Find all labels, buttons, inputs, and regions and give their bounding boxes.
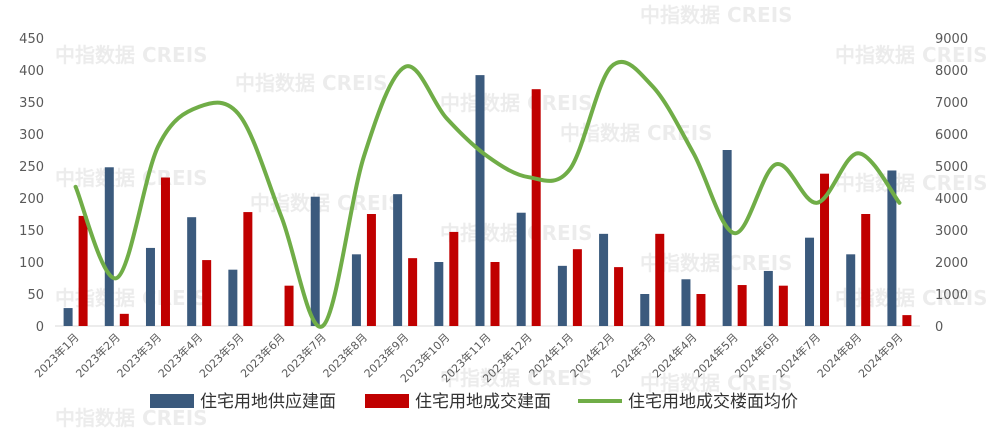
transaction-bar [820, 173, 830, 326]
left-tick-label: 250 [19, 160, 44, 175]
legend-label: 住宅用地成交楼面均价 [628, 392, 798, 412]
transaction-bar [243, 212, 253, 326]
legend-swatch [365, 394, 409, 408]
supply-bar [763, 270, 773, 326]
legend: 住宅用地供应建面 住宅用地成交建面 住宅用地成交楼面均价 [150, 392, 798, 412]
supply-bar [681, 279, 691, 326]
supply-bar [228, 269, 238, 326]
right-tick-label: 4000 [935, 192, 968, 207]
watermark-text: 中指数据 CREIS [440, 91, 593, 115]
transaction-bar [614, 267, 624, 326]
left-tick-label: 50 [27, 288, 44, 303]
transaction-bar [737, 285, 747, 326]
left-tick-label: 0 [36, 320, 44, 335]
supply-bar [63, 308, 73, 326]
left-tick-label: 200 [19, 192, 44, 207]
avg-price-line [73, 59, 902, 329]
legend-label: 住宅用地供应建面 [200, 392, 336, 412]
transaction-bar [449, 231, 459, 326]
watermark-text: 中指数据 CREIS [55, 166, 208, 190]
legend-item: 住宅用地成交楼面均价 [578, 392, 798, 412]
left-tick-label: 400 [19, 64, 44, 79]
transaction-bar [572, 249, 582, 326]
supply-bar [805, 237, 815, 326]
watermark-text: 中指数据 CREIS [55, 286, 208, 310]
transaction-bar [861, 214, 871, 326]
right-tick-label: 5000 [935, 160, 968, 175]
transaction-bar [284, 285, 294, 326]
supply-bar [599, 233, 609, 326]
transaction-bar [902, 315, 912, 326]
watermark-text: 中指数据 CREIS [440, 221, 593, 245]
legend-item: 住宅用地成交建面 [365, 392, 551, 412]
right-tick-label: 8000 [935, 64, 968, 79]
left-tick-label: 350 [19, 96, 44, 111]
right-tick-label: 9000 [935, 32, 968, 47]
watermark-text: 中指数据 CREIS [640, 371, 793, 395]
supply-bar [516, 212, 526, 326]
left-tick-label: 100 [19, 256, 44, 271]
transaction-bar [778, 285, 788, 326]
transaction-bar [119, 313, 129, 326]
right-axis: 0 1000 2000 3000 4000 5000 6000 7000 8000 9000 [935, 32, 968, 335]
supply-bar [557, 265, 567, 326]
line-series [73, 59, 902, 329]
left-tick-label: 150 [19, 224, 44, 239]
right-tick-label: 0 [935, 320, 943, 335]
right-tick-label: 1000 [935, 288, 968, 303]
watermark-text: 中指数据 CREIS [835, 171, 988, 195]
right-tick-label: 7000 [935, 96, 968, 111]
legend-swatch [150, 394, 194, 408]
transaction-bar [202, 260, 212, 326]
transaction-bar [655, 233, 665, 326]
legend-label: 住宅用地成交建面 [415, 392, 551, 412]
supply-bar [104, 167, 114, 326]
transaction-bar [490, 262, 500, 326]
watermark-text: 中指数据 CREIS [640, 3, 793, 27]
supply-bar [475, 75, 485, 327]
transaction-bar [531, 89, 541, 326]
supply-bar [145, 247, 155, 326]
bar-series [63, 75, 912, 327]
transaction-bar [78, 215, 88, 326]
supply-bar [887, 170, 897, 326]
supply-bar [640, 294, 650, 326]
watermark-text: 中指数据 CREIS [835, 43, 988, 67]
supply-bar [187, 217, 197, 326]
left-tick-label: 300 [19, 128, 44, 143]
watermark-text: 中指数据 CREIS [55, 43, 208, 67]
transaction-bar [160, 177, 170, 326]
supply-bar [310, 196, 320, 326]
supply-bar [434, 262, 444, 326]
transaction-bar [696, 294, 706, 326]
supply-bar [846, 254, 856, 326]
right-tick-label: 2000 [935, 256, 968, 271]
watermark-text: 中指数据 CREIS [55, 406, 208, 429]
right-tick-label: 3000 [935, 224, 968, 239]
watermark-text: 中指数据 CREIS [235, 71, 388, 95]
left-tick-label: 450 [19, 32, 44, 47]
right-tick-label: 6000 [935, 128, 968, 143]
supply-bar [351, 254, 361, 326]
x-tick-label: 2024年9月 [855, 330, 905, 380]
supply-bar [393, 194, 403, 326]
watermark-text: 中指数据 CREIS [440, 366, 593, 390]
supply-bar [722, 150, 732, 326]
transaction-bar [366, 214, 376, 326]
transaction-bar [408, 258, 418, 326]
watermark-text: 中指数据 CREIS [835, 286, 988, 310]
legend-item: 住宅用地供应建面 [150, 392, 336, 412]
left-axis: 0 50 100 150 200 250 300 350 400 450 [19, 32, 44, 335]
